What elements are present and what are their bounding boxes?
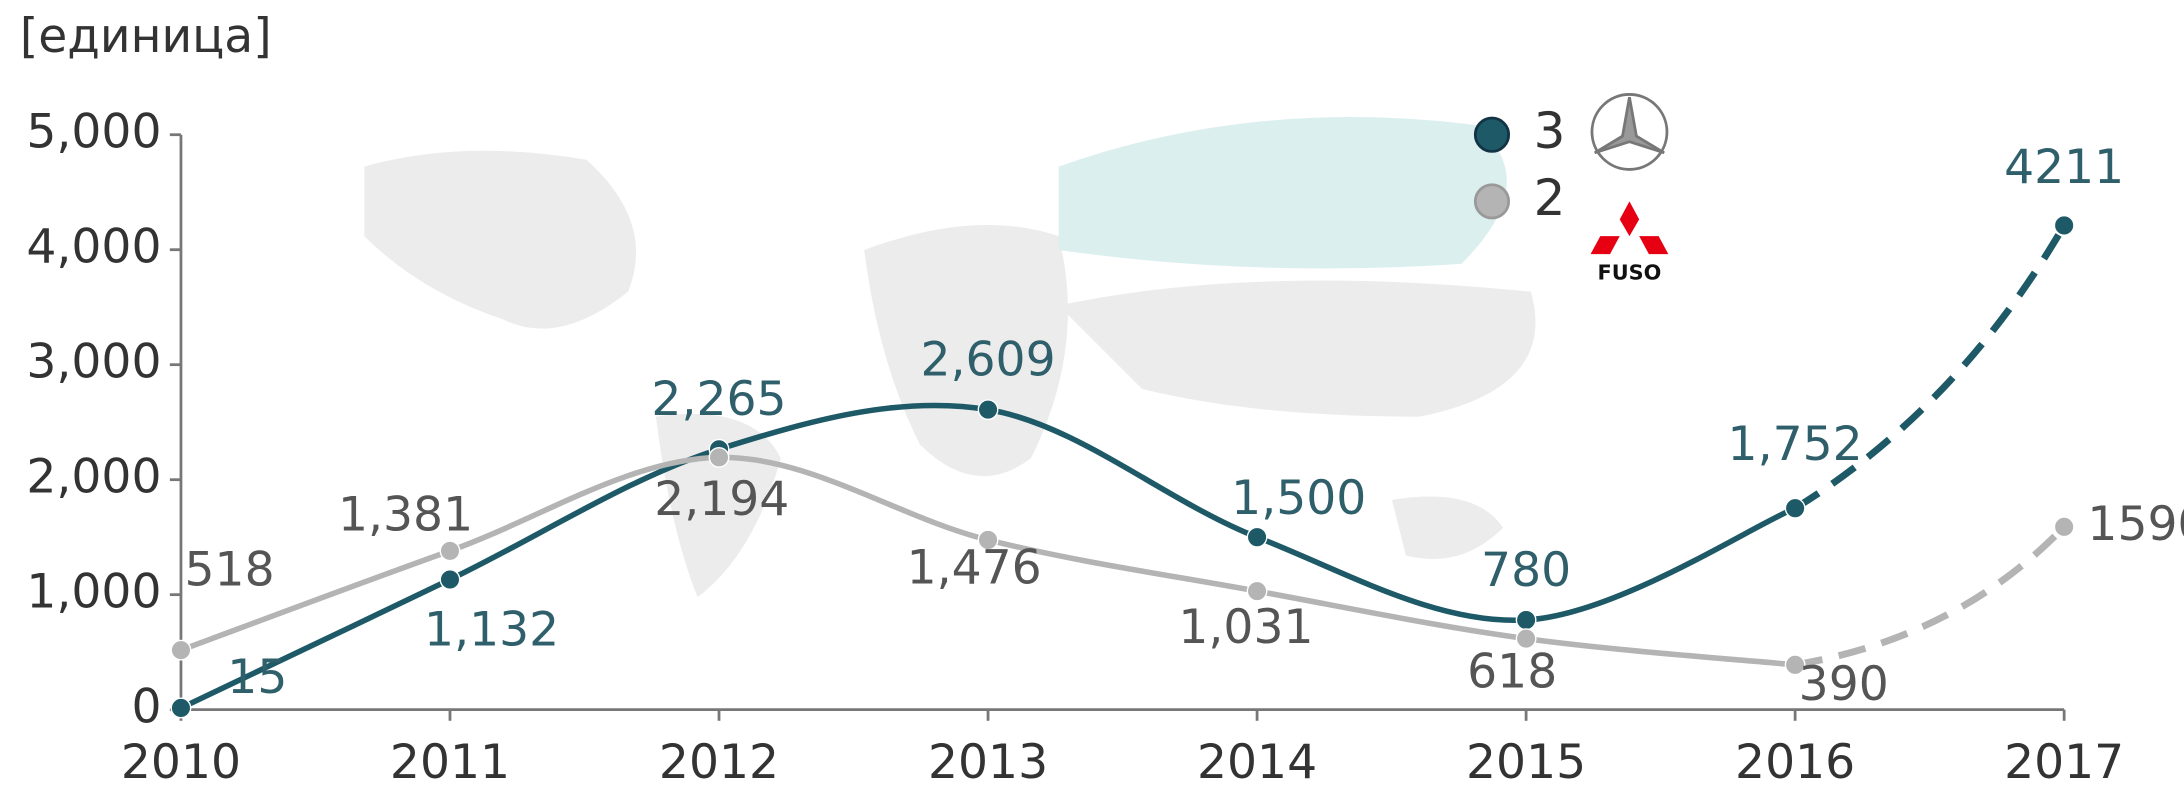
data-label: 1,476: [907, 540, 1042, 595]
legend-label: 2: [1534, 169, 1566, 227]
data-label: 618: [1467, 645, 1557, 700]
data-point: [170, 639, 192, 661]
x-tick-label: 2014: [1197, 735, 1317, 790]
y-tick-label: 3,000: [26, 335, 161, 390]
data-label: 1,500: [1231, 471, 1366, 526]
x-tick-label: 2012: [659, 735, 779, 790]
world-map: [364, 117, 1536, 598]
data-label: 2,609: [920, 332, 1055, 387]
legend-marker: [1473, 116, 1511, 153]
data-point: [977, 529, 999, 551]
x-tick-label: 2013: [928, 735, 1048, 790]
data-point: [1246, 526, 1268, 548]
data-point: [1246, 580, 1268, 602]
data-point: [977, 399, 999, 421]
data-label: 390: [1799, 657, 1889, 712]
logo-text: FUSO: [1598, 261, 1662, 285]
y-tick-label: 0: [131, 680, 161, 735]
data-label: 2,265: [651, 372, 786, 427]
data-point: [170, 697, 192, 719]
data-point: [2053, 215, 2075, 236]
data-point: [1515, 609, 1537, 631]
series-forecast: [1794, 524, 2067, 669]
x-tick-label: 2010: [121, 735, 241, 790]
data-label: 4211: [2004, 140, 2124, 195]
data-point: [1784, 654, 1806, 676]
data-label: 1,752: [1728, 417, 1863, 472]
data-label: 1,132: [424, 602, 559, 657]
data-label: 2,194: [654, 472, 789, 527]
y-tick-label: 2,000: [26, 450, 161, 505]
logo-mercedes: [1590, 93, 1669, 171]
x-tick-label: 2017: [2004, 735, 2124, 790]
data-point: [2053, 516, 2075, 538]
data-point: [439, 540, 461, 562]
data-point: [439, 569, 461, 590]
data-label: 15: [227, 650, 287, 705]
x-tick-label: 2016: [1735, 735, 1855, 790]
logo-fuso: [1590, 201, 1669, 255]
y-tick-label: 5,000: [26, 105, 161, 160]
x-tick-label: 2015: [1466, 735, 1586, 790]
legend-marker: [1473, 183, 1511, 220]
series-forecast: [1793, 223, 2068, 512]
data-label: 1,381: [338, 488, 473, 543]
data-point: [708, 446, 730, 468]
y-tick-label: 1,000: [26, 565, 161, 620]
legend-label: 3: [1534, 102, 1566, 160]
data-point: [1515, 628, 1537, 650]
data-label: 1,031: [1178, 600, 1313, 655]
data-label: 780: [1481, 543, 1571, 598]
data-point: [1784, 497, 1806, 519]
y-axis-label: [единица]: [20, 9, 272, 64]
x-tick-label: 2011: [390, 735, 510, 790]
y-tick-label: 4,000: [26, 220, 161, 275]
data-label: 1590: [2087, 497, 2184, 552]
data-label: 518: [185, 542, 275, 597]
